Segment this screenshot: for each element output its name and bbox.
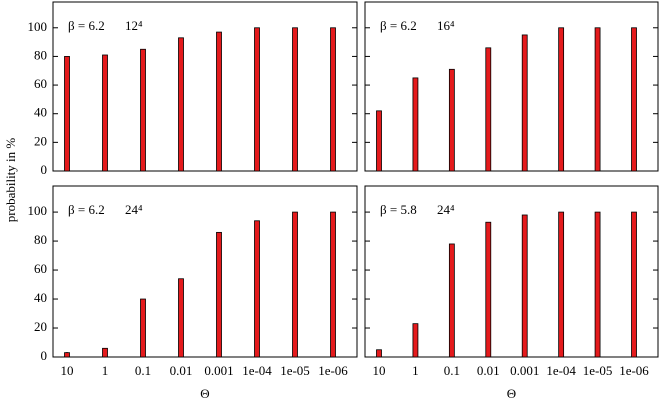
bar — [178, 278, 184, 358]
x-tick-label: 1e-05 — [583, 363, 613, 378]
annotation-lattice: 16⁴ — [437, 18, 455, 33]
annotation-lattice: 12⁴ — [125, 18, 143, 33]
annotation: β = 6.2 — [380, 18, 417, 33]
bar — [521, 34, 528, 172]
x-tick-label: 0.1 — [135, 363, 151, 378]
bar — [594, 211, 601, 358]
annotation-lattice: 24⁴ — [125, 202, 143, 217]
y-tick-label: 80 — [34, 232, 47, 247]
bar — [448, 68, 455, 172]
annotation: β = 5.8 — [380, 202, 417, 217]
bar — [254, 27, 260, 172]
bar — [376, 349, 382, 358]
y-tick-label: 60 — [34, 261, 47, 276]
bar — [178, 37, 184, 172]
bar — [140, 298, 146, 358]
x-tick-label: 0.01 — [477, 363, 500, 378]
bar — [485, 221, 492, 358]
bar — [292, 27, 298, 172]
x-tick-label: 10 — [373, 363, 386, 378]
annotation: β = 6.2 — [68, 202, 105, 217]
bar — [448, 243, 455, 358]
bar — [102, 347, 108, 358]
bar — [216, 31, 222, 172]
annotation: β = 6.2 — [68, 18, 105, 33]
bar — [330, 27, 336, 172]
x-tick-label: 10 — [61, 363, 74, 378]
y-tick-label: 20 — [34, 133, 47, 148]
y-tick-label: 80 — [34, 47, 47, 62]
y-tick-label: 40 — [34, 290, 47, 305]
bar — [64, 352, 70, 358]
y-tick-label: 20 — [34, 319, 47, 334]
y-tick-label: 100 — [28, 19, 48, 34]
bar — [485, 47, 492, 172]
plot-frame — [364, 185, 659, 358]
bar — [376, 110, 382, 172]
x-tick-label: 1 — [412, 363, 419, 378]
bar — [558, 27, 565, 172]
y-tick-label: 100 — [28, 203, 48, 218]
annotation-lattice: 24⁴ — [437, 202, 455, 217]
x-tick-label: 0.001 — [510, 363, 539, 378]
x-tick-label: 1e-04 — [242, 363, 272, 378]
x-axis-label: Θ — [200, 386, 209, 401]
x-tick-label: 1e-04 — [546, 363, 576, 378]
plot-frame — [52, 185, 358, 358]
bar — [631, 27, 637, 172]
bar — [412, 77, 419, 172]
y-axis-label: probability in % — [3, 138, 18, 223]
y-tick-label: 60 — [34, 76, 47, 91]
bar — [330, 211, 336, 358]
bar — [631, 211, 637, 358]
x-tick-label: 0.01 — [170, 363, 193, 378]
plot-frame — [364, 1, 659, 172]
y-tick-label: 40 — [34, 105, 47, 120]
y-tick-label: 0 — [41, 348, 48, 363]
x-tick-label: 1e-06 — [318, 363, 348, 378]
bar — [140, 48, 146, 172]
y-tick-label: 0 — [41, 162, 48, 177]
bar — [558, 211, 565, 358]
bar — [412, 323, 419, 358]
bar — [64, 56, 70, 172]
bar — [102, 54, 108, 172]
x-tick-label: 1 — [102, 363, 109, 378]
plot-frame — [52, 1, 358, 172]
x-tick-label: 1e-05 — [280, 363, 310, 378]
x-axis-label: Θ — [507, 386, 516, 401]
x-tick-label: 0.1 — [444, 363, 460, 378]
bar — [254, 220, 260, 358]
x-tick-label: 0.001 — [204, 363, 233, 378]
bar — [216, 231, 222, 358]
x-tick-label: 1e-06 — [619, 363, 649, 378]
bar — [292, 211, 298, 358]
bar — [521, 214, 528, 358]
bar — [594, 27, 601, 172]
